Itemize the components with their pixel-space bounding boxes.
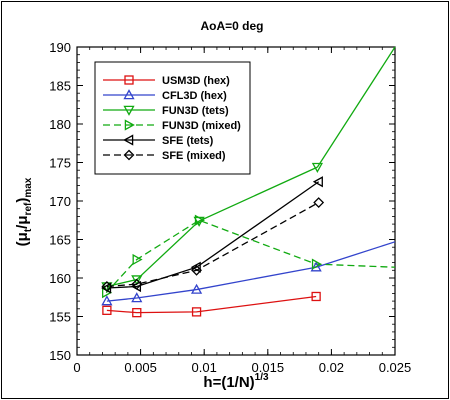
data-point-sfe-tets — [312, 176, 323, 188]
x-tick-label: 0.01 — [192, 360, 217, 375]
legend-marker-fun3d-tets — [123, 105, 135, 116]
data-point-sfe-mixed — [131, 278, 143, 290]
series-trend-fun3d-tets — [316, 46, 396, 168]
data-point-fun3d-tets — [131, 275, 143, 286]
x-tick-label: 0.015 — [252, 360, 285, 375]
y-tick-label: 160 — [49, 271, 71, 286]
y-axis-label-sub-max: max — [23, 177, 34, 197]
x-axis-label-sup: 1/3 — [255, 372, 269, 383]
data-point-usm3d-hex — [102, 305, 112, 315]
series-trend-cfl3d-hex — [315, 241, 396, 268]
y-axis-ticks: 150 155 160 165 170 175 180 185 190 — [49, 40, 395, 363]
legend-marker-fun3d-mixed — [124, 119, 135, 131]
series-line-sfe-mixed — [106, 201, 319, 288]
legend-label-cfl3d-hex: CFL3D (hex) — [162, 90, 227, 102]
x-tick-label: 0.025 — [379, 360, 412, 375]
y-axis-label-mid: /μ — [14, 215, 31, 228]
data-point-sfe-mixed — [313, 197, 325, 208]
series-markers — [101, 162, 325, 318]
chart-title: AoA=0 deg — [200, 19, 263, 33]
legend-marker-usm3d-hex — [124, 75, 134, 85]
legend-marker-sfe-tets — [123, 134, 134, 146]
y-tick-label: 155 — [49, 310, 71, 325]
x-axis-label-base: h=(1/N) — [203, 374, 254, 391]
data-point-cfl3d-hex — [131, 292, 143, 303]
x-axis-label: h=(1/N)1/3 — [203, 372, 269, 391]
y-tick-label: 185 — [49, 79, 71, 94]
y-axis-label-open: (μ — [14, 232, 31, 246]
legend-label-usm3d-hex: USM3D (hex) — [162, 75, 230, 87]
x-tick-label: 0.005 — [124, 360, 157, 375]
legend-label-fun3d-tets: FUN3D (tets) — [162, 105, 229, 117]
y-tick-label: 150 — [49, 348, 71, 363]
series-lines — [105, 46, 396, 314]
y-axis-label-close: ) — [14, 198, 31, 203]
data-point-sfe-tets — [190, 261, 201, 273]
series-line-fun3d-mixed — [105, 219, 396, 294]
data-point-cfl3d-hex — [101, 295, 113, 306]
legend-marker-cfl3d-hex — [123, 89, 135, 100]
y-tick-label: 175 — [49, 156, 71, 171]
series-line-usm3d-hex — [106, 295, 317, 314]
y-axis-label-sub-ref: ref — [23, 202, 34, 215]
data-point-fun3d-mixed — [194, 214, 205, 226]
y-axis-label: (μt/μref)max — [14, 177, 34, 246]
series-line-cfl3d-hex — [106, 266, 317, 302]
data-point-usm3d-hex — [191, 307, 202, 317]
data-point-sfe-mixed — [101, 281, 113, 292]
legend-marker-sfe-mixed — [123, 149, 135, 161]
y-tick-label: 170 — [49, 194, 71, 209]
data-point-cfl3d-hex — [190, 283, 203, 294]
legend: USM3D (hex) CFL3D (hex) FUN3D (tets) FUN3D … — [94, 61, 251, 175]
legend-label-fun3d-mixed: FUN3D (mixed) — [162, 120, 241, 132]
y-axis-label-sub-t: t — [23, 228, 34, 232]
data-point-cfl3d-hex — [310, 261, 322, 272]
x-axis-ticks: 0 0.005 0.01 0.015 0.02 0.025 — [73, 47, 411, 375]
data-point-usm3d-hex — [311, 291, 321, 302]
legend-label-sfe-mixed: SFE (mixed) — [162, 150, 226, 162]
data-point-fun3d-mixed — [132, 253, 143, 266]
data-point-sfe-mixed — [191, 264, 202, 276]
data-point-fun3d-mixed — [311, 258, 322, 270]
y-tick-label: 180 — [49, 117, 71, 132]
y-tick-label: 165 — [49, 233, 71, 248]
legend-label-sfe-tets: SFE (tets) — [162, 135, 214, 147]
data-point-fun3d-tets — [311, 162, 324, 173]
x-tick-label: 0 — [73, 360, 80, 375]
series-line-fun3d-tets — [106, 166, 318, 288]
x-tick-label: 0.02 — [319, 360, 344, 375]
data-point-usm3d-hex — [132, 307, 142, 318]
y-tick-label: 190 — [49, 40, 71, 55]
